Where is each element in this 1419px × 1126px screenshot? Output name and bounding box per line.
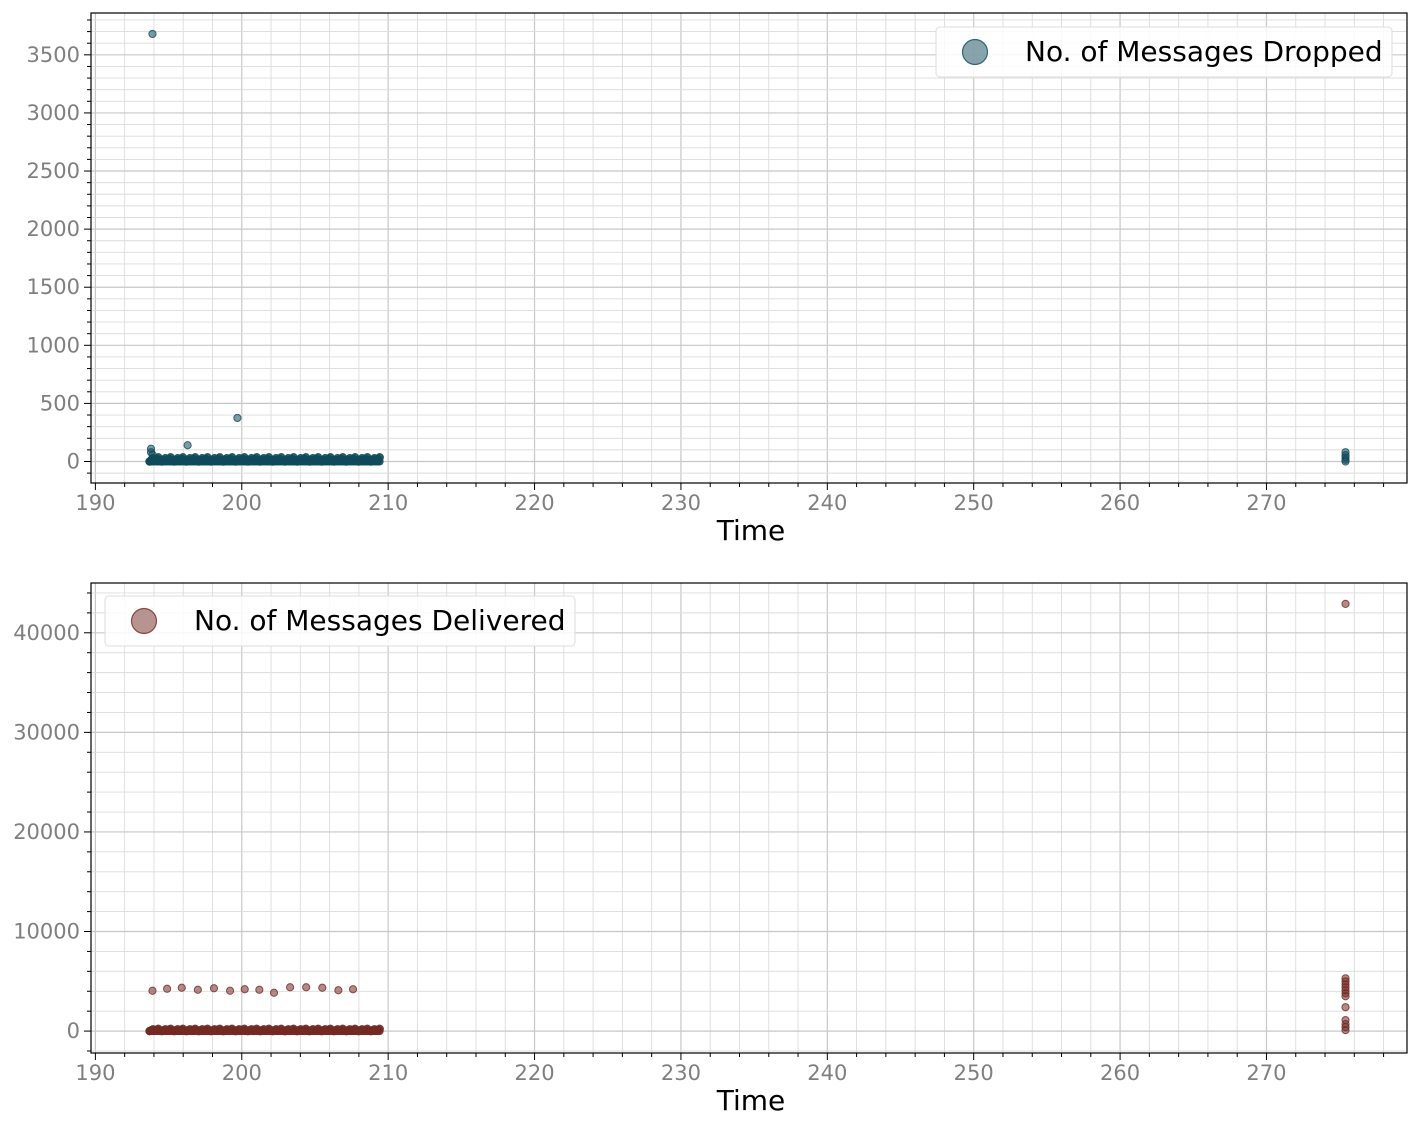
- data-point: [255, 985, 264, 994]
- ticks: [84, 19, 1385, 490]
- data-point: [1341, 457, 1350, 466]
- data-point: [1341, 1025, 1350, 1035]
- x-tick-label: 240: [807, 491, 847, 515]
- x-tick-label: 190: [75, 491, 115, 515]
- legend-marker: [130, 607, 158, 635]
- data-point: [1341, 599, 1350, 609]
- x-tick-label: 230: [661, 1061, 701, 1085]
- x-tick-label: 240: [807, 1061, 847, 1085]
- x-tick-label: 270: [1246, 491, 1286, 515]
- x-axis-label: Time: [716, 514, 786, 547]
- legend: No. of Messages Delivered: [104, 595, 576, 647]
- x-axis-label: Time: [716, 1084, 786, 1117]
- legend-label: No. of Messages Dropped: [1025, 35, 1383, 68]
- data-point: [233, 413, 242, 423]
- x-tick-label: 190: [75, 1061, 115, 1085]
- x-tick-label: 260: [1100, 1061, 1140, 1085]
- data-point: [1341, 992, 1350, 1001]
- y-tick-label: 3000: [27, 101, 80, 125]
- data-point: [285, 983, 295, 992]
- data-point: [318, 983, 327, 992]
- x-tick-label: 210: [368, 491, 408, 515]
- data-point: [177, 983, 186, 992]
- data-point: [1341, 1003, 1350, 1012]
- data-point: [148, 986, 157, 995]
- x-tick-label: 250: [954, 1061, 994, 1085]
- grid: [91, 13, 1407, 483]
- data-point: [348, 985, 358, 994]
- y-tick-label: 3500: [27, 43, 80, 67]
- y-tick-label: 500: [40, 391, 80, 415]
- data-point: [163, 984, 172, 993]
- x-tick-label: 220: [514, 1061, 554, 1085]
- ticks: [84, 592, 1385, 1060]
- data-point: [209, 984, 219, 993]
- data-point: [148, 450, 157, 459]
- legend-box: [935, 26, 1393, 78]
- plot-frame: [90, 582, 1408, 1054]
- data-point: [269, 988, 279, 997]
- y-tick-label: 20000: [13, 820, 80, 844]
- data-point: [193, 985, 202, 994]
- legend-marker: [961, 38, 989, 66]
- y-tick-label: 40000: [13, 621, 80, 645]
- y-tick-label: 2000: [27, 217, 80, 241]
- y-tick-label: 1000: [27, 333, 80, 357]
- y-tick-label: 2500: [27, 159, 80, 183]
- y-tick-label: 10000: [13, 920, 80, 944]
- data-point: [183, 441, 192, 450]
- data-point: [148, 29, 157, 39]
- legend: No. of Messages Dropped: [935, 26, 1393, 78]
- legend-box: [104, 595, 576, 647]
- y-tick-label: 1500: [27, 275, 80, 299]
- scatter-points: [145, 599, 1350, 1036]
- scatter-points: [145, 29, 1350, 466]
- data-point: [225, 986, 235, 995]
- x-tick-label: 220: [514, 491, 554, 515]
- plot-frame: [90, 12, 1408, 484]
- dropped-panel: 190 200 210 220 230 240 250 260 270 0 500 1000 1500 2…: [27, 12, 1408, 547]
- x-tick-label: 250: [954, 491, 994, 515]
- legend-label: No. of Messages Delivered: [194, 604, 566, 637]
- x-tick-label: 200: [222, 1061, 262, 1085]
- y-tick-label: 0: [67, 450, 80, 474]
- x-tick-label: 270: [1246, 1061, 1286, 1085]
- data-point: [334, 986, 343, 995]
- x-tick-label: 230: [661, 491, 701, 515]
- x-tick-label: 260: [1100, 491, 1140, 515]
- y-tick-label: 0: [67, 1019, 80, 1043]
- delivered-panel: 190 200 210 220 230 240 250 260 270 0 10000 20000 30…: [13, 582, 1408, 1117]
- data-point: [375, 1027, 384, 1036]
- data-point: [375, 457, 384, 466]
- x-tick-label: 200: [222, 491, 262, 515]
- x-tick-label: 210: [368, 1061, 408, 1085]
- data-point: [240, 985, 249, 994]
- data-point: [302, 983, 311, 992]
- y-tick-label: 30000: [13, 720, 80, 744]
